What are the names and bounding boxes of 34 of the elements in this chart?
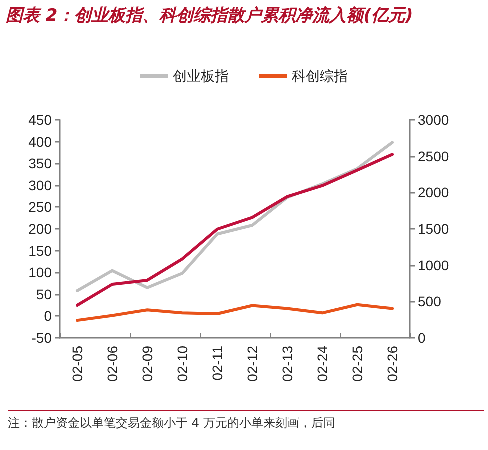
y-tick-label: 100 — [28, 264, 52, 281]
y-tick-label: 150 — [28, 242, 52, 259]
x-tick-label: 02-05 — [70, 346, 86, 382]
y-tick-label: 50 — [36, 286, 52, 302]
y2-tick-label: 3000 — [418, 112, 450, 128]
y2-tick-label: 2500 — [418, 148, 450, 164]
x-tick-label: 02-24 — [314, 346, 330, 382]
y2-tick-label: 1000 — [418, 257, 450, 274]
y-tick-label: 0 — [44, 308, 52, 324]
y-tick-label: 250 — [28, 199, 52, 216]
y2-tick-label: 1500 — [418, 221, 450, 237]
y-tick-label: 300 — [28, 177, 52, 194]
y-tick-label: 200 — [28, 221, 52, 237]
line-series — [76, 303, 394, 322]
x-tick-label: 02-25 — [350, 346, 366, 382]
x-tick-label: 02-10 — [174, 346, 190, 382]
y2-tick-label: 2000 — [418, 184, 450, 201]
y-tick-label: 350 — [28, 156, 52, 172]
chart-title: 图表 2：创业板指、科创综指散户累积净流入额(亿元) — [6, 5, 414, 28]
x-tick-label: 02-11 — [210, 346, 226, 381]
y-tick-label: 400 — [28, 134, 52, 150]
x-tick-label: 02-26 — [384, 346, 400, 382]
y-tick-label: 450 — [28, 112, 52, 128]
legend-label: 创业板指 — [173, 68, 229, 84]
x-tick-label: 02-12 — [244, 346, 260, 382]
y2-tick-label: 0 — [418, 330, 426, 346]
y2-tick-label: 500 — [418, 294, 442, 310]
text: 注：散户资金以单笔交易金额小于 4 万元的小单来刻画，后同 — [8, 415, 336, 432]
line-series — [76, 153, 394, 307]
x-tick-label: 02-09 — [140, 346, 156, 382]
x-tick-label: 02-06 — [104, 346, 120, 382]
legend-label: 科创综指 — [292, 68, 348, 84]
y-tick-label: -50 — [32, 330, 52, 346]
x-tick-label: 02-13 — [280, 346, 296, 382]
